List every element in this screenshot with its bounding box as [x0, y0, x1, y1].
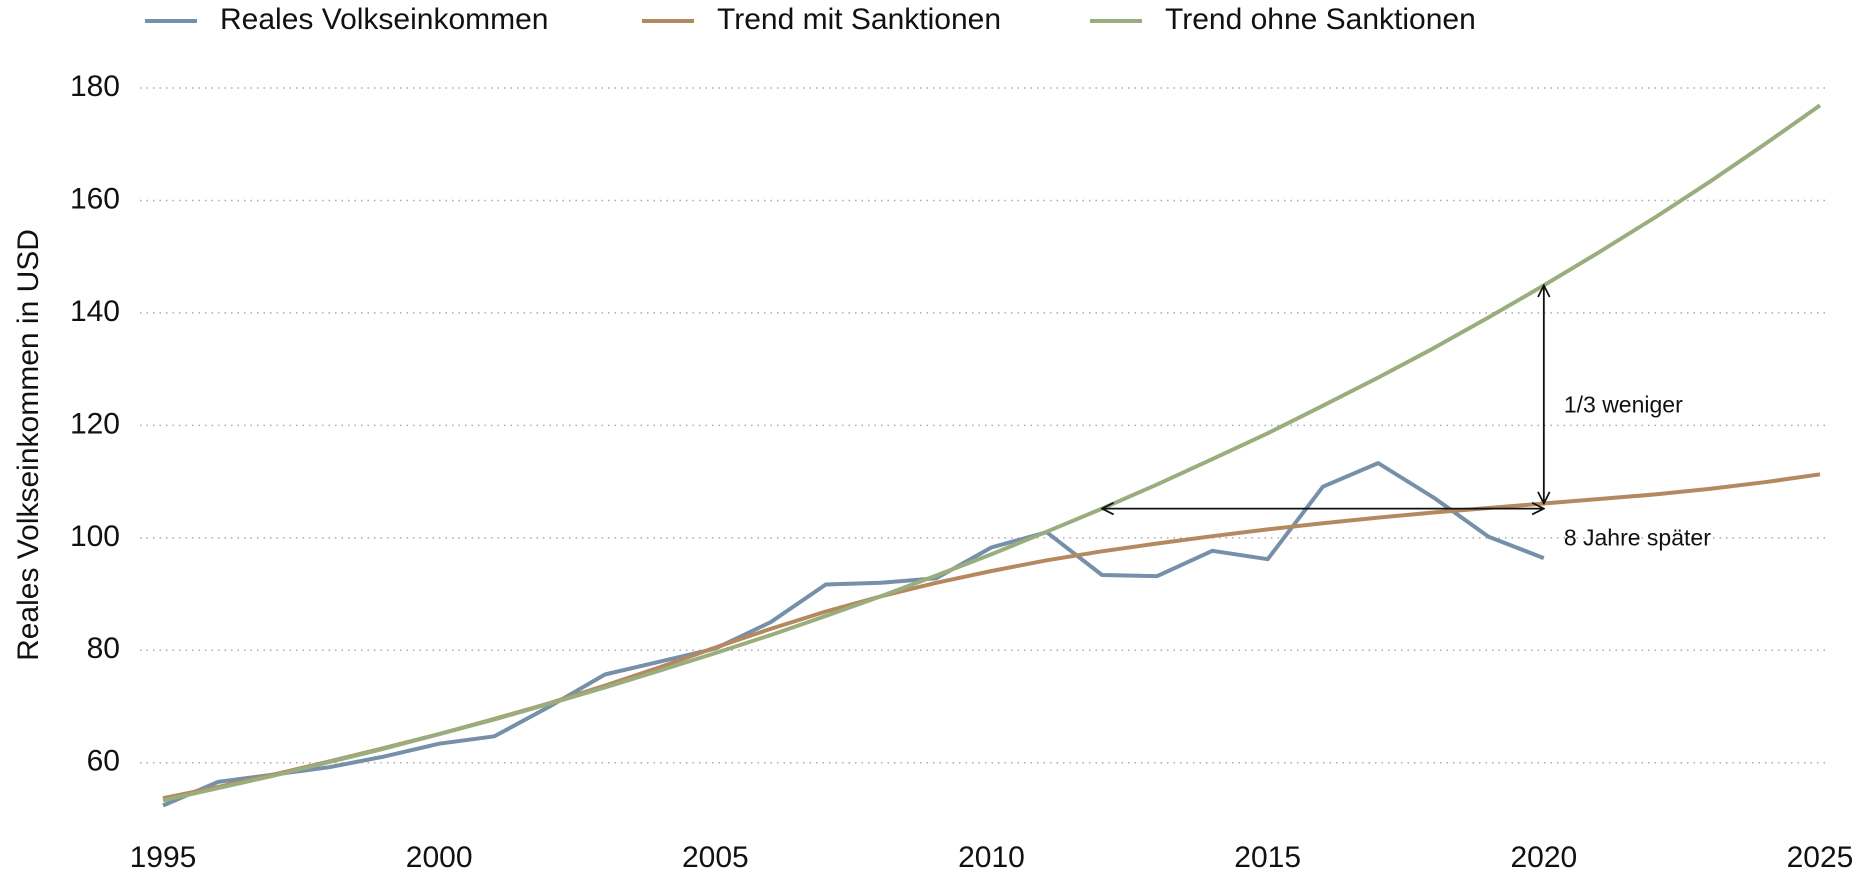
series-line — [162, 461, 1545, 808]
legend-label: Trend ohne Sanktionen — [1165, 3, 1476, 36]
y-tick-label: 180 — [70, 70, 120, 103]
x-tick-label: 2000 — [406, 841, 473, 874]
y-tick-label: 80 — [87, 632, 120, 665]
y-tick-label: 160 — [70, 182, 120, 215]
x-tick-label: 2020 — [1510, 841, 1577, 874]
x-tick-label: 2025 — [1787, 841, 1854, 874]
x-tick-label: 2005 — [682, 841, 749, 874]
annotation: 8 Jahre später — [1564, 525, 1711, 551]
x-tick-label: 2015 — [1234, 841, 1301, 874]
series-line — [162, 103, 1822, 803]
y-tick-label: 140 — [70, 295, 120, 328]
y-axis-label: Reales Volkseinkommen in USD — [12, 229, 45, 661]
y-tick-label: 100 — [70, 520, 120, 553]
x-tick-label: 2010 — [958, 841, 1025, 874]
y-tick-label: 120 — [70, 407, 120, 440]
legend-label: Trend mit Sanktionen — [717, 3, 1001, 36]
x-tick-label: 1995 — [130, 841, 197, 874]
y-tick-label: 60 — [87, 745, 120, 778]
legend-label: Reales Volkseinkommen — [220, 3, 549, 36]
annotation: 1/3 weniger — [1564, 392, 1683, 418]
